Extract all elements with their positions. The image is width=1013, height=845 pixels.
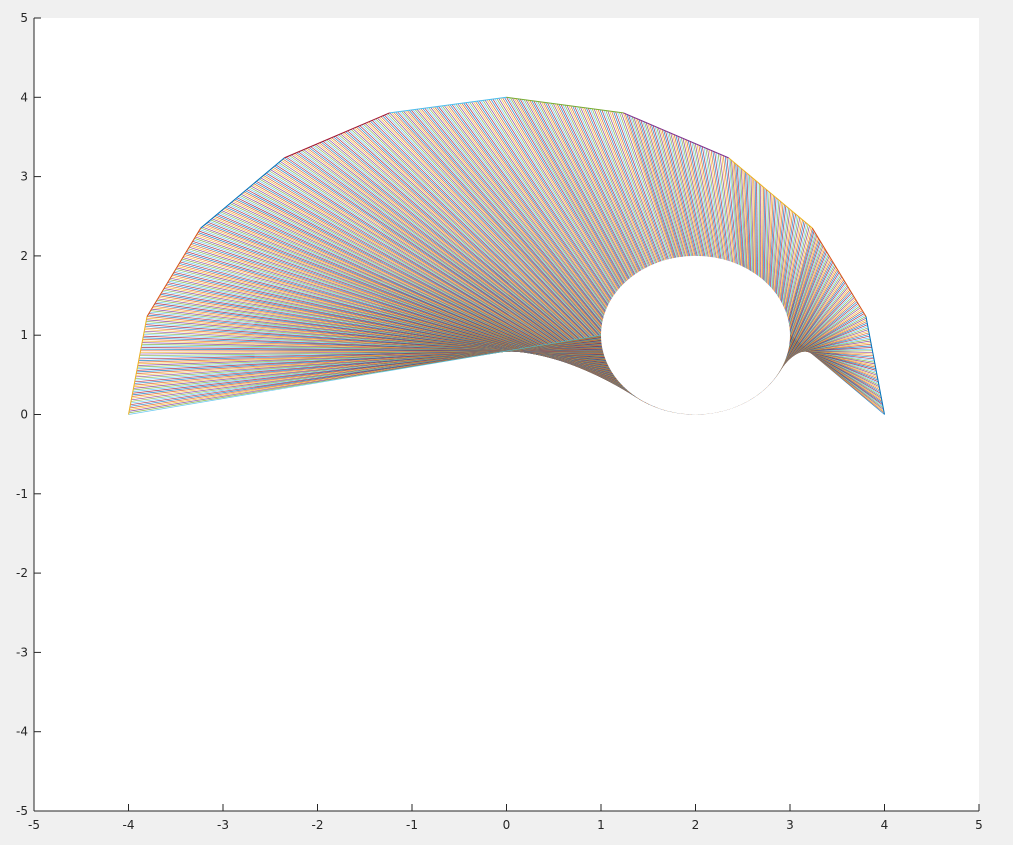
y-tick-label: -3 bbox=[16, 645, 28, 659]
y-tick-label: 4 bbox=[20, 90, 28, 104]
series-line bbox=[128, 334, 602, 415]
y-tick-label: 2 bbox=[20, 249, 28, 263]
y-tick-label: 0 bbox=[20, 408, 28, 422]
outer-edge-line bbox=[146, 227, 202, 317]
outer-edge-line bbox=[389, 96, 507, 114]
y-tick-label: -1 bbox=[16, 487, 28, 501]
x-tick-label: 0 bbox=[503, 818, 511, 832]
outer-edge-line bbox=[865, 316, 885, 415]
outer-edge-line bbox=[200, 157, 285, 229]
outer-edge-line bbox=[811, 227, 867, 317]
y-tick-label: 5 bbox=[20, 11, 28, 25]
axes-background bbox=[34, 18, 979, 811]
x-tick-label: 1 bbox=[597, 818, 605, 832]
x-tick-label: -5 bbox=[28, 818, 40, 832]
outer-edge-line bbox=[506, 96, 624, 114]
y-tick-label: -4 bbox=[16, 725, 28, 739]
x-tick-label: -2 bbox=[312, 818, 324, 832]
x-tick-label: 4 bbox=[881, 818, 889, 832]
y-tick-label: 1 bbox=[20, 328, 28, 342]
outer-edge-line bbox=[728, 157, 813, 229]
outer-edge-line bbox=[284, 112, 390, 159]
outer-edge-line bbox=[623, 112, 729, 159]
x-tick-label: 2 bbox=[692, 818, 700, 832]
x-tick-label: -4 bbox=[123, 818, 135, 832]
x-tick-label: -1 bbox=[406, 818, 418, 832]
inner-circle bbox=[601, 255, 790, 415]
x-tick-label: 3 bbox=[786, 818, 794, 832]
y-tick-label: -2 bbox=[16, 566, 28, 580]
y-axis-ticks: -5 -4 -3 -2 -1 0 1 2 3 4 5 bbox=[16, 11, 41, 818]
x-tick-label: 5 bbox=[975, 818, 983, 832]
outer-edge-line bbox=[128, 316, 148, 415]
y-tick-label: 3 bbox=[20, 170, 28, 184]
x-axis-ticks: -5 -4 -3 -2 -1 0 1 2 3 4 5 bbox=[28, 804, 983, 832]
x-tick-label: -3 bbox=[217, 818, 229, 832]
chart-lines bbox=[128, 96, 885, 415]
y-tick-label: -5 bbox=[16, 804, 28, 818]
